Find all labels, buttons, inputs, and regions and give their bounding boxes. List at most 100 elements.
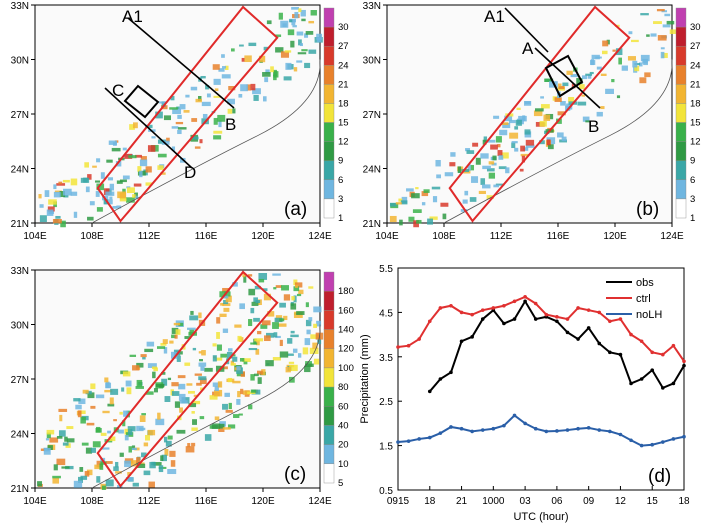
precip-cell <box>123 410 129 417</box>
precip-cell <box>238 413 243 416</box>
precip-cell <box>267 311 275 317</box>
precip-cell <box>194 146 201 149</box>
precip-cell <box>279 351 289 358</box>
precip-cell <box>213 135 222 140</box>
data-point-ctrl <box>406 343 411 348</box>
x-tick-label: 21 <box>456 496 468 507</box>
precip-cell <box>492 155 497 161</box>
colorbar-swatch <box>675 103 687 123</box>
precip-cell <box>161 105 168 110</box>
precip-cell <box>58 408 68 412</box>
precip-cell <box>162 339 168 344</box>
precip-cell <box>266 20 272 25</box>
lat-tick-label: 33N <box>11 1 29 12</box>
precip-cell <box>301 18 306 22</box>
lon-tick-label: 116E <box>195 496 218 507</box>
precip-cell <box>226 351 233 359</box>
data-point-noLH <box>417 437 421 441</box>
colorbar-swatch <box>675 160 687 181</box>
precip-cell <box>126 187 135 194</box>
precip-cell <box>285 62 292 70</box>
precip-cell <box>500 152 509 159</box>
x-tick-label: 18 <box>678 496 690 507</box>
precip-cell <box>200 75 206 79</box>
colorbar-swatch <box>323 141 335 161</box>
precip-cell <box>175 329 181 335</box>
colorbar-swatch <box>675 179 687 200</box>
precip-cell <box>217 381 223 388</box>
precip-cell <box>519 168 524 172</box>
data-point-ctrl <box>650 350 655 355</box>
precip-cell <box>291 7 299 10</box>
precip-cell <box>80 475 88 480</box>
lon-tick-label: 116E <box>547 231 570 242</box>
precip-cell <box>191 427 198 431</box>
precip-cell <box>265 360 274 367</box>
precip-cell <box>217 114 226 122</box>
precip-cell <box>139 159 148 167</box>
precip-cell <box>136 457 141 464</box>
colorbar-label: 3 <box>338 194 343 205</box>
data-point-obs <box>608 350 612 355</box>
precip-cell <box>516 107 521 111</box>
precip-cell <box>156 346 166 349</box>
precip-cell <box>389 215 397 223</box>
precip-cell <box>499 129 508 136</box>
lon-tick-label: 112E <box>138 231 161 242</box>
precip-cell <box>105 382 112 389</box>
precip-cell <box>242 390 251 395</box>
precip-cell <box>308 317 313 322</box>
precip-cell <box>216 344 222 351</box>
precip-cell <box>283 294 291 301</box>
precip-cell <box>289 376 295 383</box>
precip-cell <box>145 124 153 129</box>
precip-cell <box>272 273 281 276</box>
precip-cell <box>246 84 251 91</box>
precip-cell <box>313 306 322 313</box>
precip-cell <box>480 153 489 159</box>
data-point-ctrl <box>523 295 527 299</box>
precip-field <box>38 7 323 228</box>
precip-cell <box>134 447 140 451</box>
cross-section-label-end: B <box>588 117 599 136</box>
precip-cell <box>642 58 648 64</box>
precip-cell <box>125 477 134 482</box>
precip-cell <box>80 177 90 183</box>
precip-cell <box>54 190 62 193</box>
data-point-ctrl <box>682 359 686 364</box>
precip-cell <box>179 104 186 110</box>
precip-cell <box>288 18 296 23</box>
precip-cell <box>102 410 110 414</box>
precip-cell <box>44 190 50 197</box>
precip-cell <box>178 322 184 327</box>
precip-cell <box>576 78 583 85</box>
precip-cell <box>291 19 296 26</box>
precip-cell <box>37 481 43 487</box>
precip-cell <box>316 37 322 43</box>
precip-cell <box>250 374 255 381</box>
cross-section-line <box>504 7 549 53</box>
precip-cell <box>509 132 519 139</box>
precip-cell <box>292 25 297 28</box>
precip-cell <box>298 39 302 46</box>
precip-cell <box>289 19 293 23</box>
precip-cell <box>239 303 245 310</box>
cross-section-line <box>534 47 601 109</box>
precip-cell <box>81 442 89 446</box>
precip-cell <box>192 419 197 425</box>
precip-cell <box>236 367 243 374</box>
data-point-noLH <box>533 426 538 431</box>
precip-cell <box>164 449 169 456</box>
y-tick-label: 4.5 <box>379 308 393 319</box>
precip-cell <box>305 31 314 35</box>
precip-cell <box>66 426 74 430</box>
precip-cell <box>294 11 299 19</box>
y-tick-label: 1.5 <box>379 442 393 453</box>
precip-cell <box>70 178 78 186</box>
precip-cell <box>486 168 495 172</box>
map-frame <box>34 269 321 489</box>
precip-cell <box>296 31 304 36</box>
precip-cell <box>401 196 408 204</box>
precip-cell <box>554 97 562 102</box>
